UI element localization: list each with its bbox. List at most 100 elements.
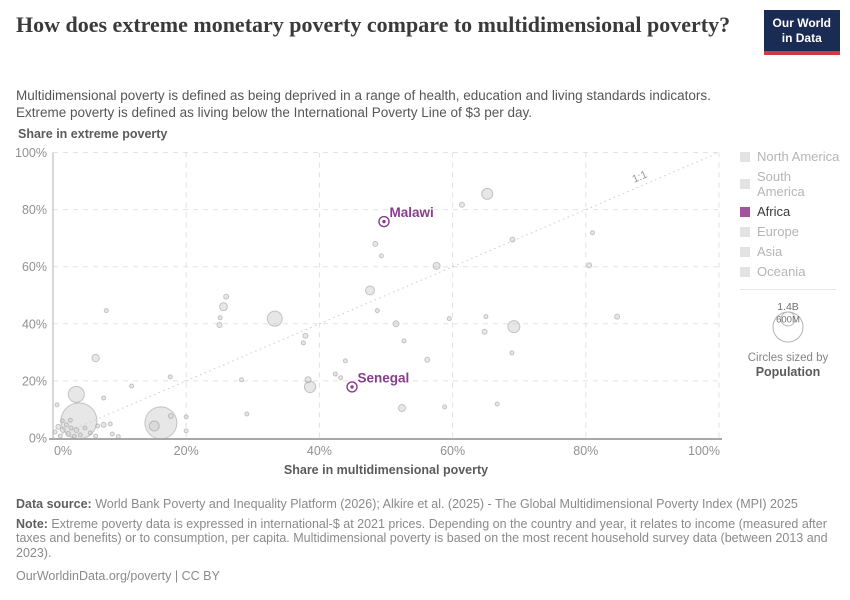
- scatter-point[interactable]: [129, 383, 135, 389]
- country-label-senegal[interactable]: Senegal: [356, 369, 411, 387]
- x-tick-label: 60%: [440, 444, 465, 458]
- scatter-point[interactable]: [63, 422, 69, 428]
- scatter-point[interactable]: [374, 308, 380, 314]
- scatter-point[interactable]: [244, 411, 250, 417]
- y-tick-label: 80%: [22, 203, 47, 217]
- scatter-point[interactable]: [378, 253, 384, 259]
- scatter-point[interactable]: [481, 187, 494, 200]
- scatter-point[interactable]: [442, 404, 448, 410]
- chart-footer: Data source: World Bank Poverty and Ineq…: [16, 497, 838, 589]
- scatter-point[interactable]: [424, 356, 431, 363]
- scatter-point[interactable]: [55, 423, 62, 430]
- scatter-point[interactable]: [65, 431, 72, 438]
- license-link[interactable]: OurWorldinData.org/poverty | CC BY: [16, 569, 220, 583]
- one-to-one-line: [52, 152, 720, 439]
- continent-legend: North America South America Africa Europ…: [740, 149, 840, 380]
- scatter-point[interactable]: [59, 418, 65, 424]
- scatter-point[interactable]: [304, 376, 312, 384]
- owid-logo[interactable]: Our World in Data: [763, 10, 840, 55]
- scatter-point[interactable]: [507, 320, 521, 334]
- legend-item-north-america[interactable]: North America: [740, 149, 840, 164]
- scatter-point[interactable]: [332, 371, 338, 377]
- x-tick-label: 40%: [307, 444, 332, 458]
- scatter-point[interactable]: [614, 313, 621, 320]
- scatter-point[interactable]: [372, 240, 379, 247]
- scatter-point[interactable]: [303, 380, 317, 394]
- size-legend-circles: 1.4B 600M: [772, 301, 804, 343]
- scatter-point[interactable]: [67, 385, 85, 403]
- x-tick-label: 0%: [54, 444, 72, 458]
- scatter-point[interactable]: [401, 338, 407, 344]
- scatter-point[interactable]: [365, 285, 376, 296]
- scatter-point[interactable]: [302, 332, 309, 339]
- scatter-point[interactable]: [167, 413, 174, 420]
- scatter-point[interactable]: [266, 310, 283, 327]
- legend-divider: [740, 289, 836, 290]
- scatter-point[interactable]: [100, 421, 107, 428]
- scatter-point[interactable]: [57, 433, 63, 439]
- owid-logo-line2: in Data: [781, 31, 822, 45]
- scatter-point[interactable]: [52, 429, 58, 435]
- scatter-point[interactable]: [109, 431, 115, 437]
- legend-item-asia[interactable]: Asia: [740, 244, 840, 259]
- scatter-point[interactable]: [144, 406, 178, 440]
- scatter-point[interactable]: [392, 320, 400, 328]
- scatter-point[interactable]: [589, 230, 595, 236]
- scatter-point[interactable]: [483, 314, 489, 320]
- note-text: Extreme poverty data is expressed in int…: [16, 516, 828, 560]
- scatter-point[interactable]: [481, 328, 488, 335]
- scatter-point[interactable]: [148, 420, 160, 432]
- scatter-point[interactable]: [93, 433, 99, 439]
- scatter-point[interactable]: [509, 350, 515, 356]
- scatter-point[interactable]: [494, 401, 500, 407]
- scatter-point[interactable]: [77, 432, 83, 438]
- scatter-point[interactable]: [183, 414, 189, 420]
- scatter-point[interactable]: [91, 353, 100, 363]
- legend-swatch: [740, 266, 750, 277]
- data-source-line: Data source: World Bank Poverty and Ineq…: [16, 497, 838, 512]
- scatter-point[interactable]: [101, 395, 107, 401]
- scatter-point[interactable]: [300, 340, 306, 346]
- scatter-point[interactable]: [223, 293, 230, 300]
- scatter-point[interactable]: [218, 302, 228, 312]
- scatter-point[interactable]: [509, 236, 516, 243]
- scatter-point[interactable]: [103, 308, 109, 314]
- scatter-point[interactable]: [95, 423, 101, 429]
- highlight-dot-senegal: [350, 385, 354, 389]
- scatter-point[interactable]: [397, 404, 406, 413]
- scatter-point[interactable]: [217, 315, 223, 321]
- scatter-point[interactable]: [586, 262, 593, 269]
- scatter-point[interactable]: [216, 321, 223, 328]
- country-label-malawi[interactable]: Malawi: [388, 204, 435, 222]
- legend-label: Asia: [757, 244, 783, 259]
- scatter-point[interactable]: [183, 428, 189, 434]
- legend-item-africa[interactable]: Africa: [740, 204, 840, 219]
- scatter-point[interactable]: [67, 417, 73, 423]
- scatter-point[interactable]: [68, 425, 74, 431]
- scatter-point[interactable]: [238, 377, 244, 383]
- legend-swatch: [740, 179, 750, 189]
- scatter-point[interactable]: [54, 402, 60, 408]
- scatter-point[interactable]: [71, 433, 77, 439]
- scatter-point[interactable]: [107, 421, 113, 427]
- note-label: Note:: [16, 516, 48, 531]
- scatter-point[interactable]: [432, 261, 441, 270]
- scatter-point[interactable]: [167, 374, 173, 380]
- y-tick-label: 60%: [22, 260, 47, 274]
- legend-item-oceania[interactable]: Oceania: [740, 264, 840, 279]
- scatter-point[interactable]: [115, 434, 121, 440]
- data-source-text: World Bank Poverty and Inequality Platfo…: [91, 497, 798, 511]
- scatter-point[interactable]: [342, 358, 348, 364]
- scatter-point[interactable]: [59, 427, 66, 434]
- size-caption-line2: Population: [755, 365, 821, 379]
- legend-item-south-america[interactable]: South America: [740, 169, 840, 199]
- scatter-point[interactable]: [458, 201, 465, 208]
- legend-item-europe[interactable]: Europe: [740, 224, 840, 239]
- data-source-label: Data source:: [16, 497, 92, 511]
- scatter-point[interactable]: [73, 427, 80, 434]
- scatter-point[interactable]: [87, 430, 93, 436]
- scatter-point[interactable]: [82, 425, 88, 431]
- scatter-point[interactable]: [446, 316, 452, 322]
- scatter-point[interactable]: [338, 375, 344, 381]
- x-tick-label: 20%: [174, 444, 199, 458]
